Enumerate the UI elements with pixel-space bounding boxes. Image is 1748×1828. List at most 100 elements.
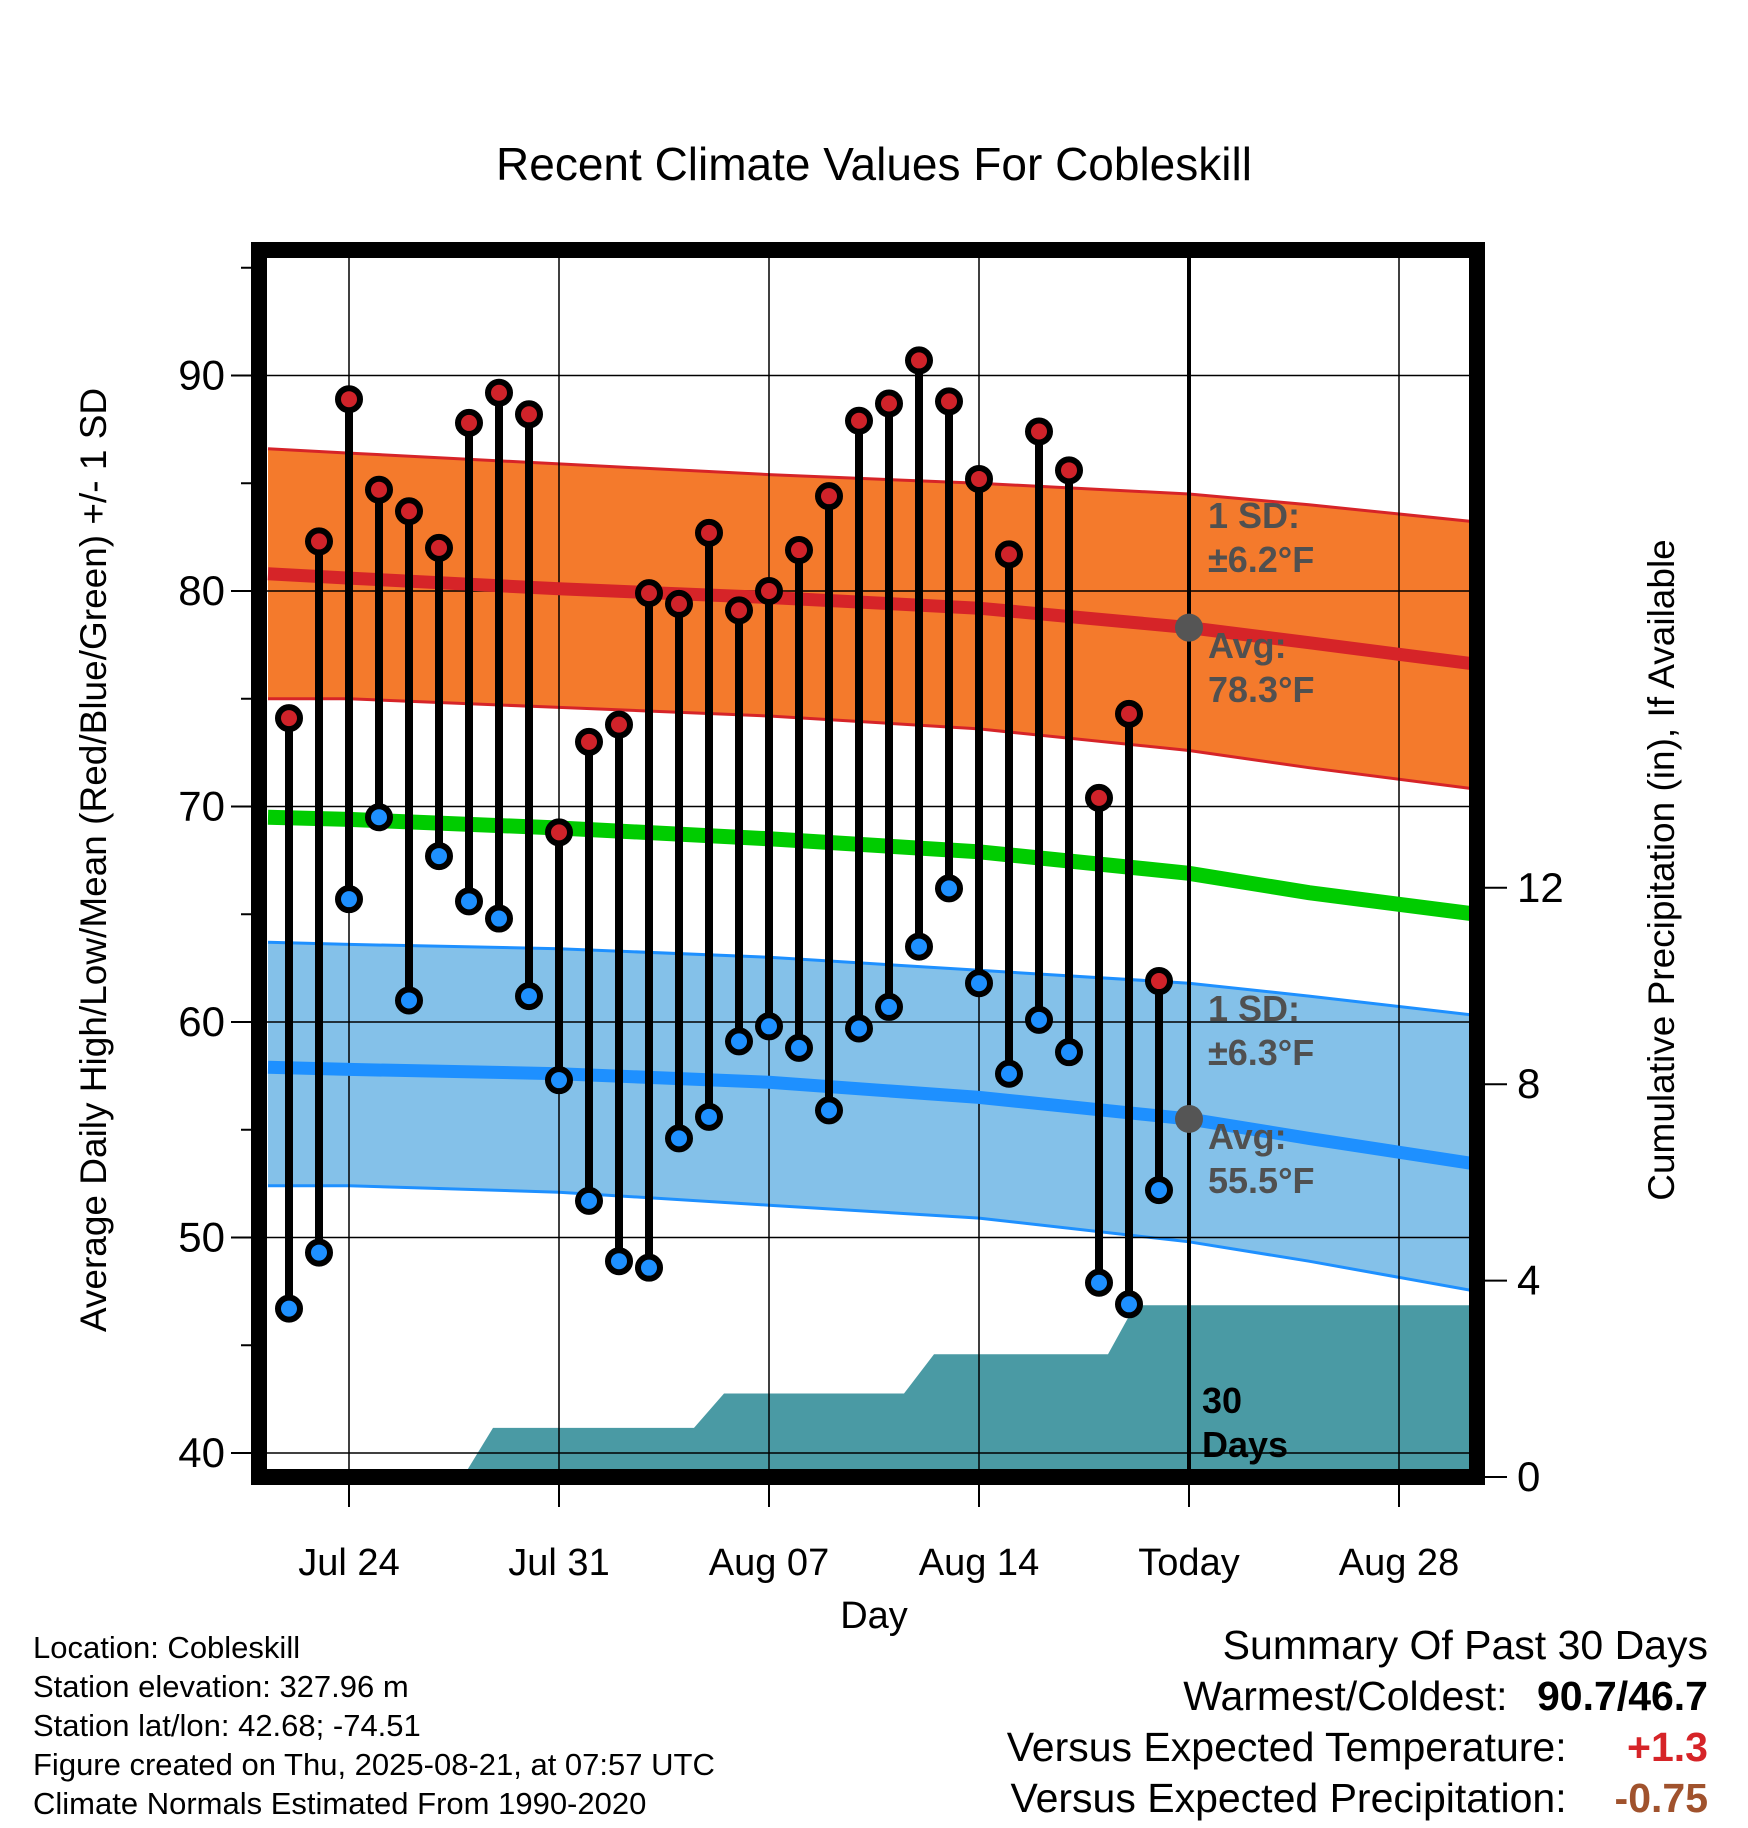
low-avg-label-line: 55.5°F: [1208, 1160, 1314, 1201]
temp-anomaly-value: +1.3: [1627, 1724, 1708, 1770]
low-band-upper-edge: [267, 940, 1477, 1017]
daily-high-point: [1115, 699, 1143, 728]
daily-high-point: [1085, 783, 1113, 812]
high-sd-band: [268, 448, 1477, 790]
summary-temperature: Versus Expected Temperature: +1.3: [1007, 1722, 1708, 1773]
daily-low-point: [965, 969, 993, 998]
daily-high-point: [395, 497, 423, 526]
daily-low-point: [665, 1124, 693, 1153]
daily-low-point: [635, 1253, 663, 1282]
daily-low-point: [1115, 1290, 1143, 1319]
high-band-lower-edge: [268, 697, 1477, 791]
daily-high-point: [965, 464, 993, 493]
daily-low-point: [905, 932, 933, 961]
y-tick-label: 80: [178, 567, 225, 614]
high-avg-label-line: 78.3°F: [1208, 669, 1314, 710]
daily-high-point: [665, 589, 693, 618]
chart-title: Recent Climate Values For Cobleskill: [496, 138, 1252, 190]
temp-label: Versus Expected Temperature:: [1006, 1724, 1567, 1770]
days-label-line: Days: [1202, 1424, 1288, 1465]
daily-high-point: [1025, 417, 1053, 446]
low-sd-label-line: 1 SD:: [1208, 988, 1300, 1029]
cumulative-precip-area: [268, 1305, 1477, 1477]
today-high-avg-marker: [1175, 613, 1203, 642]
daily-low-point: [815, 1096, 843, 1125]
daily-high-point: [755, 577, 783, 605]
coldest-value: 46.7: [1628, 1673, 1708, 1719]
daily-low-point: [755, 1012, 783, 1041]
high-sd-label-line: 1 SD:: [1208, 495, 1300, 536]
daily-low-point: [995, 1059, 1023, 1088]
summary-block: Summary Of Past 30 Days Warmest/Coldest:…: [1007, 1620, 1708, 1824]
y-tick-label: 40: [178, 1429, 225, 1476]
daily-low-point: [455, 887, 483, 916]
precip-label: Versus Expected Precipitation:: [1010, 1775, 1567, 1821]
daily-high-point: [455, 408, 483, 437]
daily-high-point: [725, 596, 753, 625]
y-tick-label: 50: [178, 1214, 225, 1261]
low-sd-label-line: ±6.3°F: [1208, 1032, 1314, 1073]
daily-low-point: [545, 1066, 573, 1095]
summary-precipitation: Versus Expected Precipitation: -0.75: [1007, 1773, 1709, 1824]
warmest-coldest-label: Warmest/Coldest:: [1183, 1673, 1508, 1719]
daily-low-point: [725, 1027, 753, 1056]
value-separator: /: [1616, 1673, 1629, 1719]
daily-high-point: [875, 389, 903, 418]
y-axis-label: Average Daily High/Low/Mean (Red/Blue/Gr…: [73, 388, 114, 1332]
normal-mean-line: [267, 809, 1477, 922]
meta-latlon: Station lat/lon: 42.68; -74.51: [33, 1708, 421, 1743]
summary-warmest-coldest: Warmest/Coldest: 90.7/46.7: [1007, 1671, 1708, 1722]
metadata-block: Location: Cobleskill Station elevation: …: [33, 1628, 715, 1823]
meta-created: Figure created on Thu, 2025-08-21, at 07…: [33, 1747, 715, 1782]
daily-low-point: [875, 992, 903, 1021]
days-label-line: 30: [1202, 1380, 1242, 1421]
daily-low-point: [425, 842, 453, 871]
x-axis-label: Day: [840, 1595, 908, 1637]
daily-high-point: [575, 727, 603, 756]
daily-high-point: [635, 579, 663, 608]
warmest-coldest-value: 90.7/46.7: [1537, 1671, 1708, 1722]
y2-tick-label: 4: [1517, 1257, 1540, 1304]
daily-low-point: [365, 803, 393, 832]
low-avg-label-line: Avg:: [1208, 1116, 1287, 1157]
daily-low-point: [785, 1033, 813, 1062]
daily-low-point: [485, 904, 513, 933]
plot-frame: [251, 242, 1485, 1485]
today-low-avg-marker: [1175, 1104, 1203, 1133]
daily-high-point: [425, 533, 453, 562]
meta-elevation: Station elevation: 327.96 m: [33, 1669, 409, 1704]
x-tick-label: Jul 31: [508, 1542, 609, 1584]
daily-low-point: [605, 1247, 633, 1276]
daily-high-point: [845, 406, 873, 435]
x-tick-label: Jul 24: [298, 1542, 399, 1584]
daily-high-point: [785, 536, 813, 565]
high-sd-label-line: ±6.2°F: [1208, 539, 1314, 580]
daily-high-point: [365, 475, 393, 504]
daily-low-point: [575, 1186, 603, 1215]
x-tick-label: Aug 28: [1339, 1542, 1459, 1584]
daily-low-point: [305, 1238, 333, 1267]
daily-high-point: [335, 385, 363, 414]
daily-low-point: [275, 1294, 303, 1323]
x-tick-label: Aug 07: [709, 1542, 829, 1584]
daily-high-point: [1145, 967, 1173, 996]
summary-heading: Summary Of Past 30 Days: [1222, 1622, 1708, 1668]
y-tick-label: 70: [178, 783, 225, 830]
y2-tick-label: 8: [1517, 1060, 1540, 1107]
daily-low-point: [1085, 1268, 1113, 1297]
x-tick-label: Aug 14: [919, 1542, 1039, 1584]
low-sd-band: [268, 942, 1477, 1292]
daily-low-point: [695, 1102, 723, 1131]
daily-low-point: [935, 874, 963, 903]
daily-low-point: [845, 1014, 873, 1043]
daily-high-point: [905, 346, 933, 375]
daily-high-point: [515, 400, 543, 429]
daily-low-point: [1025, 1005, 1053, 1034]
low-band-lower-edge: [268, 1184, 1477, 1293]
daily-low-point: [1055, 1038, 1083, 1067]
daily-high-point: [605, 710, 633, 739]
daily-high-point: [275, 704, 303, 733]
